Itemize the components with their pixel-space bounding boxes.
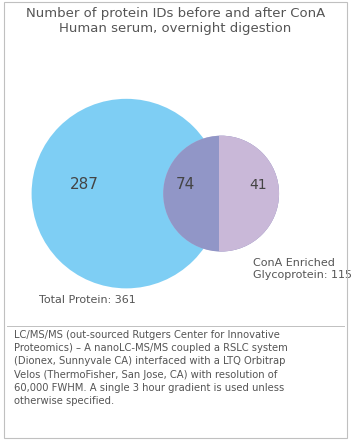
Text: Number of protein IDs before and after ConA
Human serum, overnight digestion: Number of protein IDs before and after C…	[26, 7, 325, 35]
Text: 74: 74	[176, 177, 194, 192]
Ellipse shape	[163, 136, 279, 252]
Text: LC/MS/MS (out-sourced Rutgers Center for Innovative
Proteomics) – A nanoLC-MS/MS: LC/MS/MS (out-sourced Rutgers Center for…	[14, 330, 288, 406]
Text: ConA Enriched
Glycoprotein: 115: ConA Enriched Glycoprotein: 115	[253, 258, 351, 280]
Bar	[219, 0, 351, 440]
Text: 287: 287	[70, 177, 99, 192]
Text: Total Protein: 361: Total Protein: 361	[39, 295, 136, 305]
Text: 41: 41	[249, 178, 267, 192]
Ellipse shape	[32, 99, 221, 288]
Ellipse shape	[163, 136, 279, 252]
